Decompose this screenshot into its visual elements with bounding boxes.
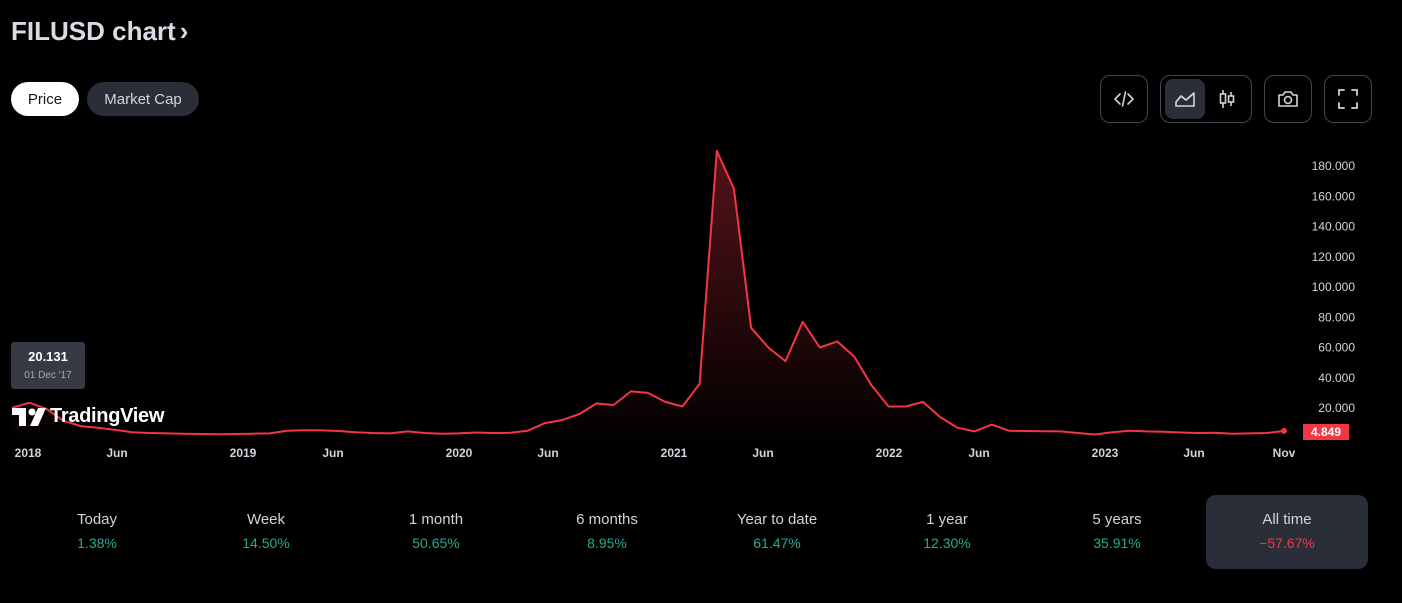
x-tick-label: Jun bbox=[106, 446, 127, 460]
performance-cell[interactable]: Today 1.38% bbox=[16, 495, 178, 569]
performance-value: 14.50% bbox=[242, 535, 290, 551]
y-tick-label: 100.000 bbox=[1312, 280, 1356, 294]
last-price-dot bbox=[1281, 427, 1287, 434]
tooltip-date: 01 Dec '17 bbox=[24, 370, 72, 381]
chart-style-group bbox=[1160, 75, 1252, 123]
performance-label: Year to date bbox=[736, 511, 818, 528]
performance-cell[interactable]: 1 month 50.65% bbox=[355, 495, 517, 569]
y-tick-label: 20.000 bbox=[1318, 401, 1355, 415]
last-price-label: 4.849 bbox=[1303, 424, 1349, 440]
x-tick-label: Jun bbox=[1183, 446, 1204, 460]
tradingview-logo-text: TradingView bbox=[50, 405, 165, 427]
performance-label: 5 years bbox=[1092, 511, 1142, 528]
y-tick-label: 40.000 bbox=[1318, 371, 1355, 385]
y-tick-label: 120.000 bbox=[1312, 250, 1356, 264]
performance-cell[interactable]: All time −57.67% bbox=[1206, 495, 1368, 569]
performance-value: 50.65% bbox=[412, 535, 460, 551]
tradingview-logo-icon bbox=[12, 407, 46, 426]
x-tick-label: Jun bbox=[968, 446, 989, 460]
x-tick-label: 2023 bbox=[1092, 446, 1119, 460]
y-tick-label: 60.000 bbox=[1318, 341, 1355, 355]
x-tick-label: Jun bbox=[322, 446, 343, 460]
chevron-right-icon: › bbox=[179, 16, 189, 46]
performance-cell[interactable]: 6 months 8.95% bbox=[526, 495, 688, 569]
candlestick-icon bbox=[1219, 90, 1235, 108]
x-tick-label: 2021 bbox=[661, 446, 688, 460]
x-tick-label: Jun bbox=[537, 446, 558, 460]
y-tick-label: 160.000 bbox=[1312, 189, 1356, 203]
performance-label: Today bbox=[76, 511, 118, 528]
fullscreen-icon bbox=[1338, 89, 1358, 109]
tab-price[interactable]: Price bbox=[11, 82, 79, 116]
x-tick-label: 2019 bbox=[230, 446, 257, 460]
performance-label: 6 months bbox=[576, 511, 638, 528]
line-chart-button[interactable] bbox=[1165, 79, 1205, 119]
embed-button[interactable] bbox=[1100, 75, 1148, 123]
price-chart[interactable]: 180.000 160.000 140.000 120.000 100.000 80.00… bbox=[0, 130, 1402, 470]
performance-value: 1.38% bbox=[77, 535, 117, 551]
price-line bbox=[11, 149, 1285, 436]
performance-label: Week bbox=[246, 511, 286, 528]
code-icon bbox=[1114, 91, 1134, 107]
performance-value: 12.30% bbox=[923, 535, 971, 551]
tradingview-logo[interactable]: TradingView bbox=[12, 405, 164, 428]
performance-cell[interactable]: Year to date 61.47% bbox=[696, 495, 858, 569]
camera-icon bbox=[1278, 91, 1298, 107]
x-tick-label: 2020 bbox=[446, 446, 473, 460]
x-tick-label: 2018 bbox=[15, 446, 42, 460]
performance-label: 1 year bbox=[926, 511, 968, 528]
x-tick-label: Nov bbox=[1273, 446, 1296, 460]
performance-value: 35.91% bbox=[1093, 535, 1141, 551]
tooltip-value: 20.131 bbox=[28, 349, 68, 364]
y-tick-label: 140.000 bbox=[1312, 220, 1356, 234]
performance-value: 61.47% bbox=[753, 535, 801, 551]
snapshot-button[interactable] bbox=[1264, 75, 1312, 123]
price-area bbox=[12, 150, 1284, 447]
x-tick-label: 2022 bbox=[876, 446, 903, 460]
performance-value: 8.95% bbox=[587, 535, 627, 551]
y-tick-label: 180.000 bbox=[1312, 159, 1356, 173]
performance-label: All time bbox=[1262, 511, 1312, 528]
performance-cell[interactable]: 1 year 12.30% bbox=[866, 495, 1028, 569]
performance-label: 1 month bbox=[408, 511, 464, 528]
page-title-text: FILUSD chart bbox=[11, 16, 176, 46]
performance-cell[interactable]: 5 years 35.91% bbox=[1036, 495, 1198, 569]
y-tick-label: 80.000 bbox=[1318, 310, 1355, 324]
page-title[interactable]: FILUSD chart › bbox=[11, 16, 188, 47]
performance-value: −57.67% bbox=[1259, 535, 1315, 551]
crosshair-tooltip: 20.131 01 Dec '17 bbox=[11, 342, 85, 389]
fullscreen-button[interactable] bbox=[1324, 75, 1372, 123]
tab-market-cap[interactable]: Market Cap bbox=[87, 82, 199, 116]
area-chart-icon bbox=[1175, 92, 1195, 107]
candles-button[interactable] bbox=[1207, 79, 1247, 119]
performance-cell[interactable]: Week 14.50% bbox=[185, 495, 347, 569]
x-tick-label: Jun bbox=[752, 446, 773, 460]
